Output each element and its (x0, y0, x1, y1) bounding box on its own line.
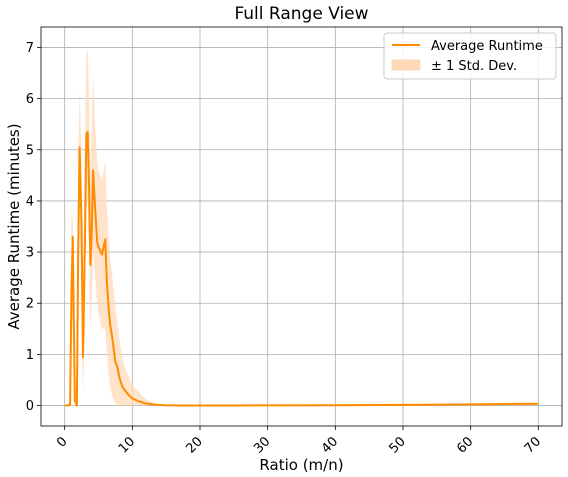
y-tick-label: 5 (26, 143, 34, 158)
x-tick-label: 40 (319, 434, 341, 456)
x-tick-label: 20 (184, 434, 206, 456)
legend-box (383, 32, 557, 80)
y-tick-label: 3 (26, 246, 34, 261)
plot-frame (40, 26, 563, 427)
legend: Average Runtime ± 1 Std. Dev. (383, 32, 557, 80)
y-ticks: 0 1 2 3 4 5 6 7 (26, 41, 41, 414)
y-tick-label: 2 (26, 297, 34, 312)
x-tick-label: 10 (116, 434, 138, 456)
legend-label-average-runtime: Average Runtime (431, 39, 543, 54)
y-tick-label: 1 (26, 348, 34, 363)
y-tick-label: 4 (26, 194, 34, 209)
x-tick-label: 70 (522, 434, 544, 456)
average-runtime-line (64, 130, 539, 407)
legend-band-swatch (391, 59, 421, 71)
grid (41, 27, 562, 426)
x-ticks: 0 10 20 30 40 50 60 70 (54, 426, 544, 457)
x-tick-label: 50 (387, 434, 409, 456)
y-tick-label: 0 (26, 399, 34, 414)
y-tick-label: 7 (26, 41, 34, 56)
std-dev-band-layer (64, 47, 539, 406)
chart-title: Full Range View (234, 4, 368, 24)
x-tick-label: 60 (454, 434, 476, 456)
x-tick-label: 0 (54, 434, 70, 450)
average-line-layer (64, 130, 539, 407)
x-tick-label: 30 (251, 434, 273, 456)
legend-label-std-dev: ± 1 Std. Dev. (431, 59, 517, 74)
x-axis-title: Ratio (m/n) (259, 456, 343, 474)
std-dev-band (64, 47, 539, 406)
y-axis-title: Average Runtime (minutes) (5, 123, 23, 329)
y-tick-label: 6 (26, 92, 34, 107)
